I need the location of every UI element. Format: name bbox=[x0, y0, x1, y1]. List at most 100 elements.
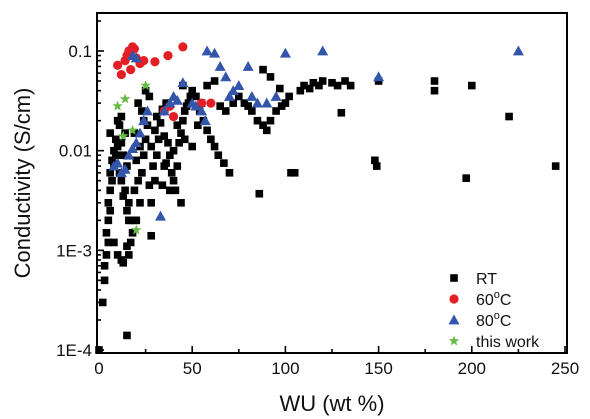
data-point bbox=[119, 192, 128, 200]
data-point bbox=[106, 186, 114, 195]
data-point bbox=[155, 210, 167, 221]
data-point bbox=[126, 65, 136, 75]
data-point bbox=[430, 86, 439, 95]
data-point bbox=[123, 331, 131, 340]
data-point bbox=[203, 126, 211, 135]
data-point bbox=[112, 100, 123, 111]
data-point bbox=[160, 132, 169, 140]
data-point bbox=[113, 251, 122, 259]
data-point bbox=[106, 168, 114, 177]
data-point bbox=[300, 81, 308, 90]
data-point bbox=[430, 77, 439, 85]
data-point bbox=[309, 78, 318, 87]
x-tick-label: 200 bbox=[458, 359, 486, 378]
data-point bbox=[138, 168, 146, 177]
data-point bbox=[95, 346, 103, 354]
data-point bbox=[112, 157, 124, 168]
data-point bbox=[171, 94, 183, 105]
data-point bbox=[152, 151, 161, 160]
data-point bbox=[259, 65, 267, 74]
data-point bbox=[177, 77, 189, 88]
data-point bbox=[154, 135, 163, 144]
data-point bbox=[130, 52, 142, 63]
data-point bbox=[104, 238, 113, 247]
data-point bbox=[151, 176, 159, 185]
data-point bbox=[117, 138, 126, 147]
data-point bbox=[193, 121, 202, 130]
data-point bbox=[130, 216, 139, 225]
data-point bbox=[110, 146, 118, 155]
data-point bbox=[111, 151, 120, 160]
data-point bbox=[98, 298, 107, 307]
data-point bbox=[141, 86, 150, 95]
series-triangle bbox=[108, 45, 524, 221]
data-point bbox=[468, 81, 476, 90]
data-point bbox=[210, 77, 219, 85]
plot-frame bbox=[96, 12, 568, 354]
data-point bbox=[115, 121, 124, 130]
data-point bbox=[259, 121, 267, 130]
data-point bbox=[141, 135, 150, 144]
data-point bbox=[139, 151, 148, 160]
data-point bbox=[127, 143, 139, 153]
data-point bbox=[210, 142, 219, 151]
data-point bbox=[290, 168, 299, 177]
data-point bbox=[196, 105, 208, 116]
x-axis-title: WU (wt %) bbox=[279, 391, 384, 416]
data-point bbox=[214, 60, 226, 71]
data-point bbox=[111, 135, 120, 144]
legend-label: 60oC bbox=[476, 289, 511, 309]
data-point bbox=[168, 111, 179, 122]
data-point bbox=[328, 78, 336, 87]
data-point bbox=[125, 216, 133, 225]
data-point bbox=[119, 151, 128, 160]
data-point bbox=[106, 129, 114, 137]
legend-marker bbox=[448, 335, 460, 346]
data-point bbox=[130, 137, 142, 148]
data-point bbox=[100, 276, 109, 285]
data-point bbox=[119, 258, 128, 267]
data-point bbox=[140, 80, 151, 91]
data-point bbox=[104, 216, 113, 225]
x-tick-label: 150 bbox=[364, 359, 392, 378]
data-point bbox=[129, 44, 140, 54]
data-point bbox=[175, 138, 183, 147]
data-point bbox=[132, 156, 141, 165]
data-marks bbox=[95, 42, 560, 354]
data-point bbox=[235, 92, 243, 101]
data-point bbox=[244, 102, 252, 110]
data-point bbox=[118, 130, 129, 141]
data-point bbox=[164, 138, 172, 147]
data-point bbox=[253, 116, 262, 125]
data-point bbox=[179, 116, 187, 125]
data-point bbox=[305, 84, 314, 93]
y-axis-title: Conductivity (S/cm) bbox=[10, 88, 35, 279]
data-point bbox=[220, 71, 232, 82]
data-point bbox=[255, 189, 264, 198]
series-square bbox=[95, 65, 560, 354]
data-point bbox=[177, 198, 185, 207]
data-point bbox=[117, 176, 126, 185]
data-point bbox=[266, 116, 275, 125]
y-tick-label: 0.01 bbox=[59, 142, 92, 161]
data-point bbox=[199, 115, 211, 126]
data-point bbox=[160, 162, 169, 170]
data-point bbox=[113, 116, 122, 125]
data-point bbox=[186, 92, 195, 101]
data-point bbox=[337, 108, 346, 117]
data-point bbox=[123, 149, 135, 160]
data-point bbox=[266, 73, 275, 81]
data-point bbox=[121, 186, 129, 195]
data-point bbox=[138, 115, 150, 126]
x-tick-label: 100 bbox=[271, 359, 299, 378]
y-tick-label: 1E-4 bbox=[56, 341, 92, 360]
data-point bbox=[127, 124, 138, 135]
data-point bbox=[136, 198, 144, 207]
data-point bbox=[315, 81, 323, 90]
data-point bbox=[131, 224, 142, 235]
data-point bbox=[143, 121, 152, 130]
data-point bbox=[223, 90, 235, 101]
data-point bbox=[184, 99, 193, 107]
data-point bbox=[106, 206, 114, 215]
data-point bbox=[196, 98, 207, 108]
